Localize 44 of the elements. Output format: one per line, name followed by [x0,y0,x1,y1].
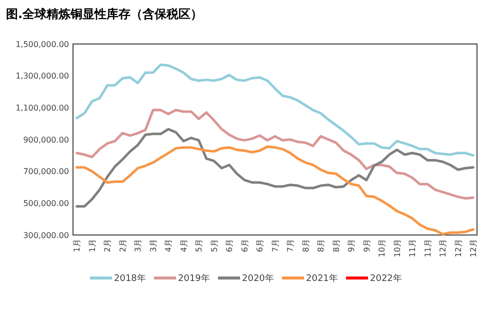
legend-label: 2019年 [178,273,210,284]
x-tick-label: 6月 [240,239,250,252]
line-series [76,63,474,157]
legend-label: 2021年 [306,273,338,284]
y-tick-label: 300,000.00 [23,230,69,240]
x-tick-label: 8月 [301,239,310,252]
x-tick-label: 11月 [408,239,418,258]
x-tick-label: 4月 [164,239,174,252]
legend-label: 2018年 [114,273,146,284]
x-tick-label: 2月 [103,239,112,252]
x-tick-label: 12月 [438,239,448,258]
x-tick-label: 10月 [378,239,387,258]
x-tick-label: 5月 [210,239,219,252]
x-tick-label: 7月 [286,239,296,252]
x-tick-label: 3月 [148,239,158,252]
x-tick-label: 8月 [316,239,326,252]
y-tick-label: 1,500,000.00 [16,40,69,49]
x-tick-label: 9月 [347,239,356,252]
line-series [76,145,474,236]
y-tick-label: 500,000.00 [23,198,69,208]
x-tick-label: 7月 [270,239,280,252]
x-tick-label: 1月 [88,239,97,252]
x-tick-label: 12月 [454,239,463,258]
x-tick-label: 2月 [118,239,128,252]
x-tick-label: 5月 [194,239,204,252]
legend-label: 2022年 [370,273,402,284]
x-tick-label: 10月 [392,239,402,258]
y-tick-label: 1,300,000.00 [16,72,69,81]
line-series [76,128,474,208]
legend-label: 2020年 [242,273,274,284]
line-series [76,108,474,200]
x-tick-label: 8月 [332,239,341,252]
y-tick-label: 900,000.00 [23,135,69,144]
chart-title: 图.全球精炼铜显性库存（含保税区） [6,7,203,21]
x-tick-label: 1月 [72,239,82,252]
x-tick-label: 9月 [362,239,372,252]
x-tick-label: 6月 [256,239,265,252]
x-tick-label: 11月 [423,239,432,258]
x-tick-label: 12月 [468,239,478,258]
y-tick-label: 1,100,000.00 [16,103,69,112]
x-tick-label: 3月 [134,239,143,252]
x-tick-label: 6月 [225,239,234,252]
x-tick-label: 4月 [179,239,188,252]
y-tick-label: 700,000.00 [23,167,69,176]
